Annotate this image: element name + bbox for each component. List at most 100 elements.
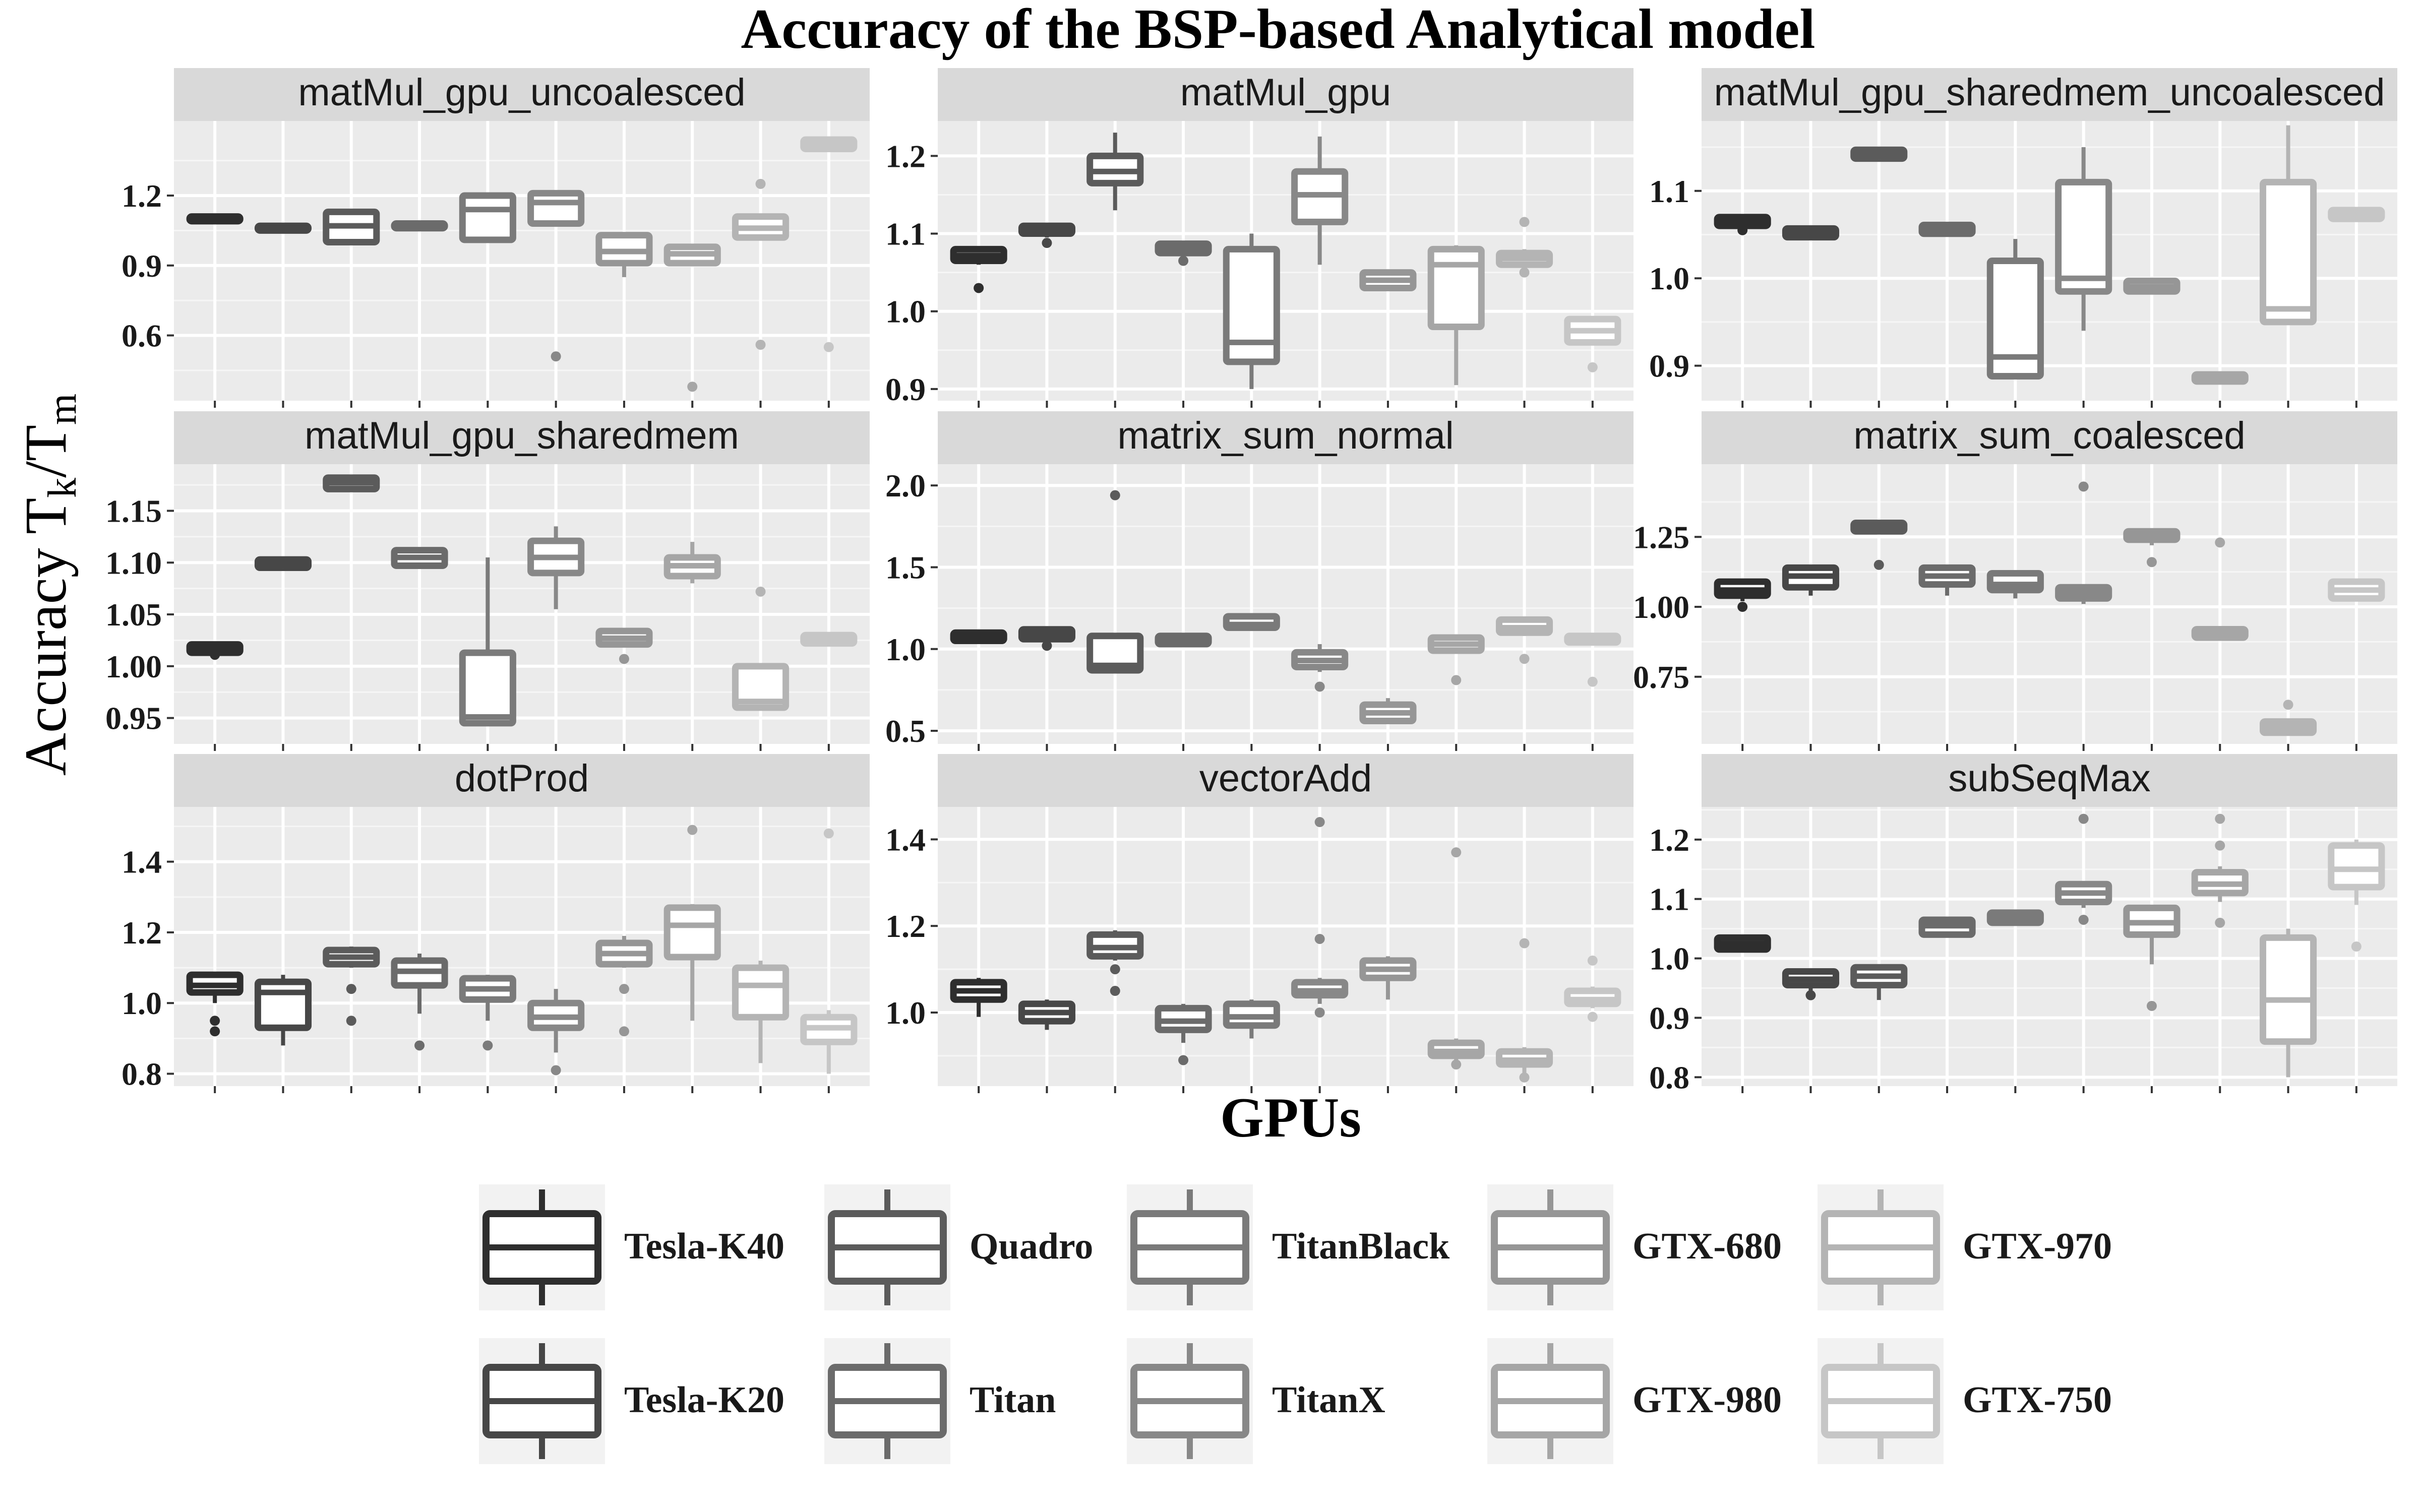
y-tick-label: 1.15 — [105, 493, 162, 529]
panel-strip — [1702, 754, 2397, 807]
box-outlier — [414, 1040, 425, 1051]
y-tick-label: 0.9 — [1649, 348, 1689, 384]
box-GTX-980 — [2191, 371, 2249, 385]
legend-item-Tesla-K20: Tesla-K20 — [479, 1338, 784, 1464]
box-Tesla-K20 — [254, 975, 312, 1046]
panel-dotProd: dotProd 0.8 1.0 1.2 1.4 — [122, 754, 870, 1093]
panel-title: subSeqMax — [1948, 757, 2150, 800]
box-outlier — [1587, 362, 1598, 372]
plot-background — [174, 807, 870, 1086]
y-tick-label: 1.2 — [122, 178, 162, 214]
box-GTX-680 — [1359, 698, 1417, 725]
panel-strip — [174, 68, 870, 121]
box-TitanX — [527, 526, 585, 609]
box-GTX-980 — [1427, 634, 1485, 685]
box-TitanBlack — [1986, 239, 2044, 380]
box-Tesla-K40 — [1714, 578, 1771, 612]
y-tick-label: 1.2 — [122, 915, 162, 951]
box-outlier — [1110, 986, 1120, 996]
box-outlier — [1519, 217, 1530, 227]
y-tick-label: 1.1 — [1649, 881, 1689, 917]
box-Quadro — [1086, 930, 1144, 996]
panel-strip — [1702, 68, 2397, 121]
y-tick-label: 1.0 — [1649, 941, 1689, 977]
box-body — [1427, 245, 1485, 331]
box-outlier — [2215, 813, 2225, 824]
legend-label: TitanBlack — [1272, 1226, 1450, 1267]
y-axis-label: Accuracy Tk/Tm — [13, 394, 85, 776]
legend-item-GTX-980: GTX-980 — [1487, 1338, 1782, 1464]
box-GTX-750 — [1564, 633, 1621, 687]
box-outlier — [210, 1016, 220, 1026]
box-GTX-970 — [2259, 125, 2317, 326]
legend-label: Quadro — [970, 1226, 1093, 1267]
box-outlier — [1110, 490, 1120, 500]
y-axis-label-sub1: k — [40, 478, 85, 498]
box-GTX-980 — [2191, 813, 2249, 928]
box-outlier — [1737, 602, 1748, 612]
box-body — [2055, 178, 2112, 295]
panel-strip — [174, 411, 870, 464]
box-Tesla-K20 — [1782, 225, 1840, 241]
box-body — [527, 190, 585, 227]
panel-matMul-gpu-sharedmem: matMul_gpu_sharedmem 0.95 1.00 1.05 1.10 1.15 — [105, 411, 870, 751]
box-Tesla-K40 — [186, 641, 244, 660]
box-outlier — [1314, 1007, 1325, 1018]
panel-strip — [938, 68, 1634, 121]
box-outlier — [619, 1026, 629, 1037]
box-GTX-970 — [2259, 700, 2317, 736]
box-TitanX — [2055, 481, 2112, 604]
box-outlier — [210, 650, 220, 660]
panel-title: matMul_gpu_sharedmem_uncoalesced — [1714, 71, 2385, 114]
box-outlier — [1519, 267, 1530, 278]
box-outlier — [2078, 813, 2089, 824]
box-GTX-680 — [1359, 269, 1417, 291]
panel-title: matMul_gpu_sharedmem — [305, 414, 739, 457]
box-TitanX — [2055, 813, 2112, 925]
y-axis-label-main: Accuracy T — [13, 498, 79, 776]
panel-title: vectorAdd — [1199, 757, 1372, 800]
box-outlier — [2215, 537, 2225, 548]
y-tick-label: 1.4 — [885, 822, 926, 857]
box-GTX-980 — [663, 542, 721, 584]
box-Quadro — [1850, 146, 1908, 162]
box-outlier — [2351, 941, 2362, 952]
box-TitanX — [1291, 817, 1349, 1018]
box-outlier — [1314, 933, 1325, 944]
box-Titan — [1155, 1003, 1212, 1065]
y-axis-label-sub2: m — [40, 394, 85, 425]
box-Tesla-K40 — [1714, 934, 1771, 953]
panel-subSeqMax: subSeqMax 0.8 0.9 1.0 1.1 1.2 — [1649, 754, 2397, 1095]
panel-vectorAdd: vectorAdd 1.0 1.2 1.4 — [885, 754, 1634, 1093]
box-GTX-750 — [800, 632, 858, 647]
y-tick-label: 1.1 — [1649, 173, 1689, 209]
box-Quadro — [1850, 964, 1908, 1000]
box-Quadro — [323, 208, 380, 245]
y-tick-label: 0.8 — [122, 1056, 162, 1092]
box-body — [2328, 842, 2385, 891]
box-GTX-750 — [800, 136, 858, 352]
y-tick-label: 1.00 — [105, 649, 162, 684]
box-body — [254, 978, 312, 1031]
box-outlier — [2078, 481, 2089, 492]
y-tick-label: 1.4 — [122, 844, 162, 880]
y-axis-label-div: /T — [13, 425, 79, 478]
box-outlier — [823, 342, 834, 352]
y-tick-label: 1.0 — [885, 995, 926, 1031]
box-Titan — [391, 220, 448, 232]
box-TitanBlack — [459, 975, 516, 1051]
y-tick-label: 0.8 — [1649, 1059, 1689, 1095]
legend-item-TitanX: TitanX — [1127, 1338, 1385, 1464]
box-Titan — [391, 954, 448, 1051]
box-GTX-980 — [1427, 245, 1485, 386]
box-outlier — [551, 351, 561, 362]
y-tick-label: 0.9 — [122, 248, 162, 284]
legend: Tesla-K40 Tesla-K20 Quadro Titan TitanBlack T… — [479, 1184, 2112, 1464]
box-TitanBlack — [1986, 570, 2044, 599]
box-outlier — [1178, 1055, 1189, 1065]
legend-label: GTX-750 — [1963, 1379, 2112, 1421]
box-outlier — [687, 825, 698, 835]
box-outlier — [1737, 225, 1748, 235]
